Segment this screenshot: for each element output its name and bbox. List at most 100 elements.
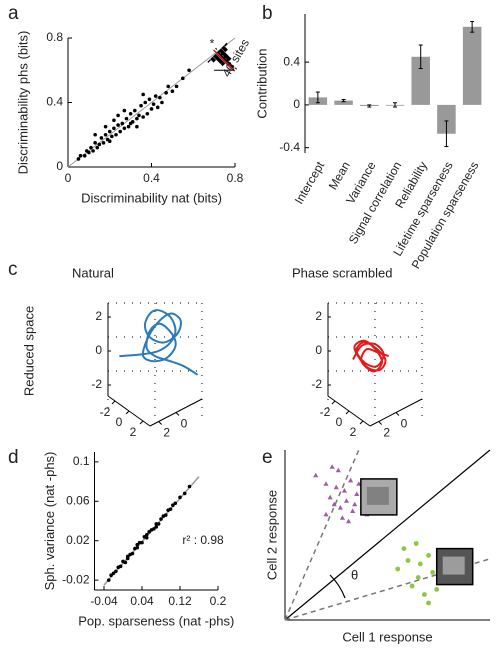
point [97, 142, 102, 147]
point [107, 129, 112, 134]
point [78, 153, 83, 158]
point [327, 494, 333, 500]
point [135, 545, 140, 550]
y-tick-label: 0.06 [66, 493, 90, 507]
x-tick-label: Intercept [292, 159, 328, 207]
annotation: r² : 0.98 [182, 533, 224, 547]
angle-label: θ [351, 567, 358, 582]
point [348, 477, 354, 483]
point [323, 481, 329, 486]
point [141, 115, 145, 119]
point [313, 472, 319, 478]
significance-marker: * [210, 37, 215, 51]
point [128, 111, 133, 116]
point [341, 488, 348, 493]
point [130, 551, 135, 556]
bar [334, 100, 353, 105]
point [426, 553, 431, 558]
point [140, 540, 144, 545]
point [116, 113, 120, 118]
point [111, 571, 116, 576]
tick-label: 0 [336, 415, 343, 429]
y-tick-label: 0.8 [46, 30, 63, 44]
point [112, 118, 116, 123]
tick-label: 0 [315, 343, 322, 357]
tick [139, 420, 144, 425]
point [155, 105, 160, 110]
tick [331, 400, 336, 405]
y-tick-label: 0.4 [46, 95, 63, 109]
histogram-bar [220, 45, 229, 53]
x-axis-label: Cell 1 response [342, 629, 432, 644]
y-axis-label: Contribution [254, 48, 269, 118]
bar [462, 26, 482, 105]
tick-label: -2 [320, 405, 331, 419]
point [335, 467, 341, 473]
angle-arc [329, 574, 346, 599]
tick [125, 410, 130, 415]
point [163, 513, 168, 517]
x-tick-label: -0.04 [90, 594, 118, 608]
point [130, 120, 135, 124]
point [149, 107, 154, 111]
y-tick-label: 0.1 [73, 454, 90, 468]
point [151, 102, 156, 106]
point [114, 132, 118, 137]
tick-label: 2 [95, 309, 102, 323]
histogram-bar [218, 47, 232, 62]
point [153, 94, 158, 98]
point [95, 145, 100, 150]
point [171, 503, 175, 508]
point [139, 103, 143, 108]
point [156, 522, 161, 526]
y-tick-label: 0.4 [283, 54, 300, 68]
point [405, 558, 411, 563]
tick-label: 2 [350, 425, 357, 439]
point [87, 150, 91, 155]
point [124, 116, 129, 121]
y-axis-label: Reduced space [21, 306, 36, 396]
point [122, 108, 127, 113]
point [93, 132, 97, 137]
point [110, 134, 114, 139]
tick [158, 421, 163, 425]
stimulus-texture [442, 556, 465, 575]
panel-letter: c [8, 259, 18, 280]
point [122, 126, 127, 131]
tick-label: -2 [91, 377, 102, 391]
error-bar [444, 120, 449, 148]
trajectory [352, 339, 390, 373]
point [89, 145, 93, 150]
x-axis-label: Discriminability nat (bits) [81, 190, 222, 205]
y-tick-label: 0.02 [66, 533, 90, 547]
point [82, 153, 87, 158]
point [125, 556, 130, 561]
bar [411, 56, 430, 105]
tick-label: -2 [100, 405, 111, 419]
point [187, 68, 191, 73]
point [135, 116, 139, 121]
point [93, 141, 97, 145]
point [426, 600, 431, 606]
point [337, 505, 343, 510]
x-tick-label: 0.04 [130, 594, 154, 608]
point [401, 546, 407, 551]
point [170, 89, 175, 94]
error-bar [470, 20, 475, 33]
error-bar [367, 104, 372, 108]
point [160, 100, 164, 105]
y-axis-label: Sph. variance (nat -phs) [42, 452, 57, 591]
tick-label: 0 [116, 415, 123, 429]
identity-line [67, 37, 236, 168]
point [137, 113, 141, 118]
zero-line [215, 47, 238, 70]
point [144, 535, 149, 540]
point [329, 464, 335, 469]
point [106, 578, 111, 582]
point [76, 157, 81, 161]
point [164, 91, 168, 95]
point [352, 501, 358, 507]
x-tick-label: 0.2 [210, 594, 227, 608]
